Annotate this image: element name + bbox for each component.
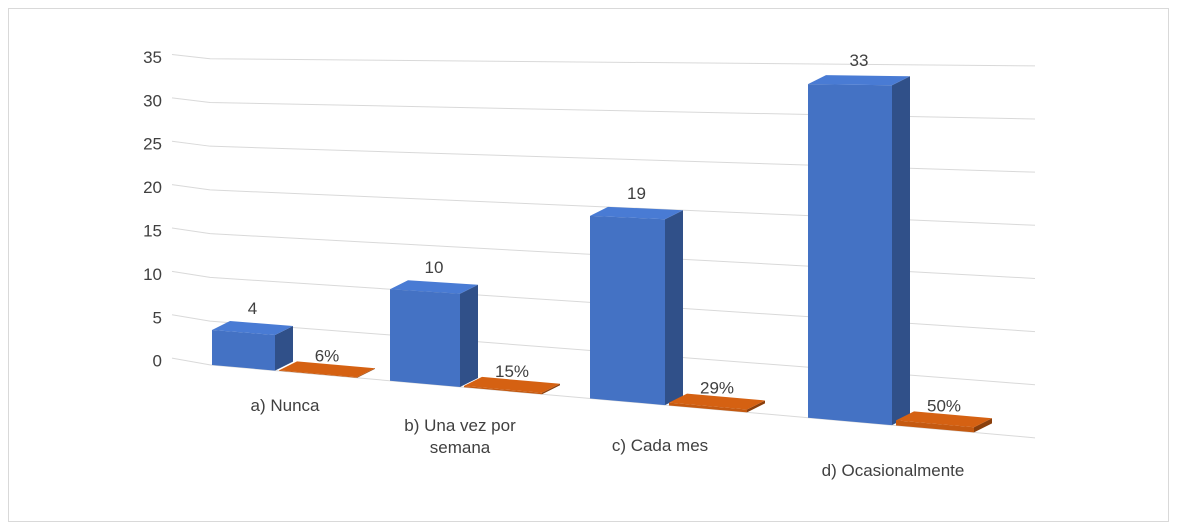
y-tick-label: 25: [143, 135, 162, 154]
data-label: 33: [850, 51, 869, 70]
bar-top: [464, 376, 560, 393]
x-tick-label: b) Una vez por semana: [404, 416, 516, 457]
bar-front: [390, 289, 460, 387]
bar-top: [390, 280, 478, 294]
bar-front: [590, 215, 665, 406]
bar-front: [212, 330, 275, 371]
bar-side: [460, 284, 478, 387]
x-tick-label: d) Ocasionalmente: [821, 461, 965, 480]
grid-line: [171, 97, 1036, 120]
bar-front: [464, 385, 542, 395]
bar-top: [212, 321, 293, 336]
bar-side: [747, 400, 765, 413]
chart-border: [8, 8, 1169, 522]
data-label: 29%: [700, 379, 734, 398]
x-tick-label: c) Cada mes: [611, 436, 709, 455]
bar: [279, 361, 375, 378]
bar-side: [665, 210, 683, 406]
bar-side: [357, 368, 375, 378]
bar-side: [974, 418, 992, 433]
bar: [669, 393, 765, 413]
y-tick-label: 20: [143, 178, 162, 197]
data-label: 19: [627, 184, 646, 203]
bar-front: [808, 84, 892, 426]
grid-line: [171, 270, 1036, 333]
bar: [390, 280, 478, 387]
bar-top: [669, 393, 765, 410]
y-tick-label: 5: [153, 308, 162, 327]
bar-side: [892, 76, 910, 426]
bar: [590, 206, 683, 406]
y-tick-label: 15: [143, 221, 162, 240]
grid-line: [171, 357, 1036, 439]
bar: [896, 411, 992, 433]
grid-line: [171, 314, 1036, 386]
bar-side: [275, 326, 293, 371]
bar-top: [279, 361, 375, 378]
grid-line: [171, 184, 1036, 226]
data-label: 50%: [927, 396, 961, 415]
x-tick-label: a) Nunca: [250, 396, 320, 415]
bar-top: [896, 411, 992, 428]
grid-line: [171, 227, 1036, 279]
data-label: 6%: [315, 346, 340, 365]
bar: [464, 376, 560, 395]
bar-front: [896, 420, 974, 433]
data-label: 15%: [495, 362, 529, 381]
bar-front: [279, 370, 357, 378]
grid-line: [171, 53, 1036, 67]
y-tick-label: 10: [143, 265, 162, 284]
bar-top: [808, 75, 910, 86]
bar-front: [669, 402, 747, 413]
y-tick-label: 30: [143, 91, 162, 110]
bar: [212, 321, 293, 371]
bar-side: [542, 383, 560, 395]
bar-top: [590, 206, 683, 220]
data-label: 10: [425, 258, 444, 277]
grid-line: [171, 140, 1036, 173]
y-tick-label: 0: [153, 352, 162, 371]
bar: [808, 75, 910, 426]
y-tick-label: 35: [143, 48, 162, 67]
data-label: 4: [248, 299, 257, 318]
